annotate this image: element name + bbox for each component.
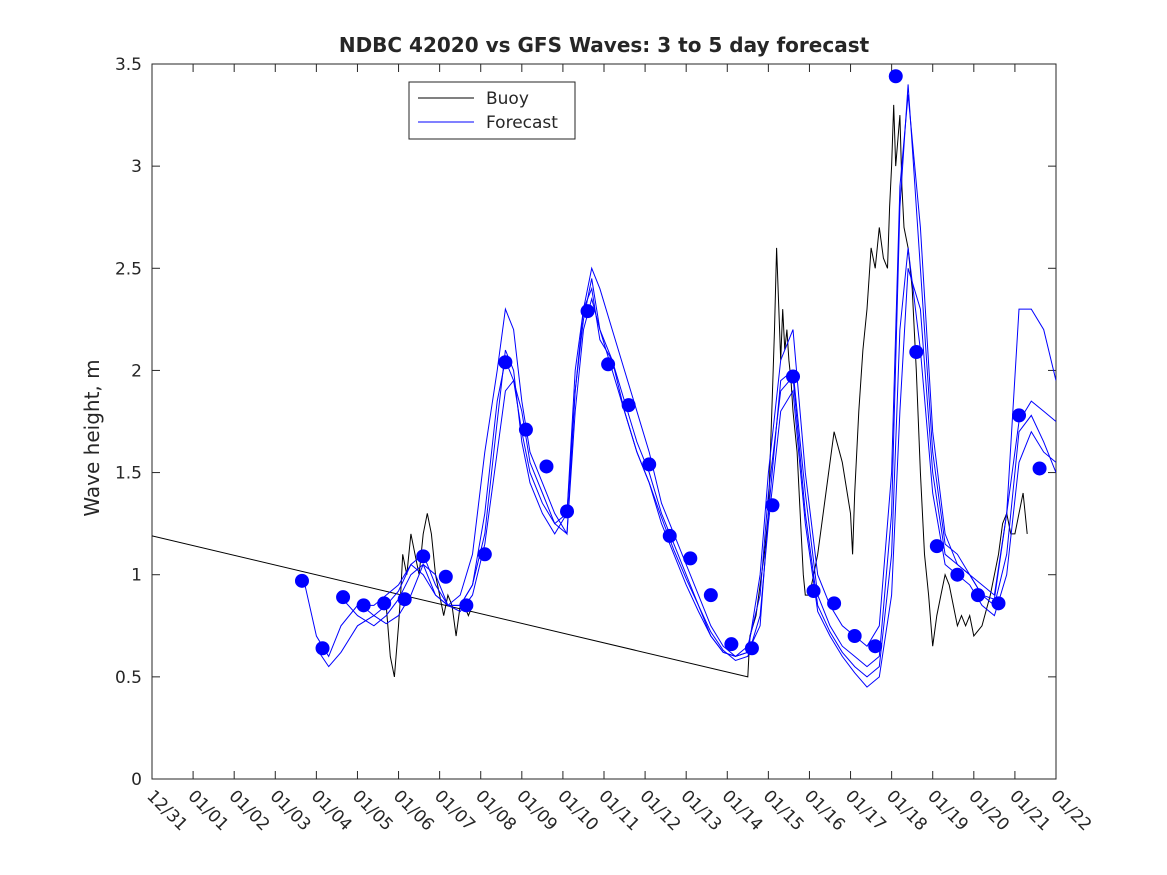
forecast-marker bbox=[621, 398, 636, 413]
forecast-marker bbox=[518, 422, 533, 437]
y-tick-label: 2.5 bbox=[115, 259, 142, 279]
x-tick-label: 01/07 bbox=[430, 786, 479, 835]
forecast-marker bbox=[909, 345, 924, 360]
buoy-line bbox=[385, 513, 473, 677]
forecast-marker bbox=[1032, 461, 1047, 476]
forecast-marker bbox=[294, 573, 309, 588]
chart-title: NDBC 42020 vs GFS Waves: 3 to 5 day fore… bbox=[339, 33, 870, 57]
x-tick-label: 01/10 bbox=[553, 786, 602, 835]
forecast-marker bbox=[438, 569, 453, 584]
forecast-marker bbox=[970, 588, 985, 603]
forecast-marker bbox=[827, 596, 842, 611]
forecast-marker bbox=[786, 369, 801, 384]
forecast-marker bbox=[806, 584, 821, 599]
forecast-line bbox=[340, 247, 1056, 678]
x-tick-label: 01/16 bbox=[800, 786, 849, 835]
forecast-marker bbox=[1012, 408, 1027, 423]
x-tick-label: 01/05 bbox=[348, 786, 397, 835]
x-tick-label: 01/09 bbox=[512, 786, 561, 835]
forecast-marker bbox=[929, 539, 944, 554]
y-tick-label: 0.5 bbox=[115, 668, 142, 688]
forecast-marker bbox=[601, 357, 616, 372]
x-tick-label: 01/19 bbox=[923, 786, 972, 835]
forecast-marker bbox=[356, 598, 371, 613]
axes-frame bbox=[151, 63, 1057, 780]
buoy-line bbox=[152, 104, 1028, 678]
forecast-marker bbox=[580, 304, 595, 319]
x-tick-label: 12/31 bbox=[142, 786, 191, 835]
y-tick-label: 3.5 bbox=[115, 55, 142, 75]
x-tick-label: 01/17 bbox=[841, 786, 890, 835]
x-tick-label: 01/13 bbox=[677, 786, 726, 835]
forecast-marker bbox=[397, 592, 412, 607]
x-tick-label: 01/06 bbox=[389, 786, 438, 835]
y-axis-label: Wave height, m bbox=[80, 359, 104, 516]
y-tick-label: 0 bbox=[131, 770, 142, 790]
forecast-marker bbox=[560, 504, 575, 519]
forecast-marker bbox=[991, 596, 1006, 611]
forecast-marker bbox=[950, 567, 965, 582]
forecast-line bbox=[361, 268, 1056, 688]
forecast-marker bbox=[336, 590, 351, 605]
forecast-marker bbox=[765, 498, 780, 513]
forecast-marker bbox=[662, 528, 677, 543]
y-tick-label: 1.5 bbox=[115, 464, 142, 484]
legend: Buoy Forecast bbox=[408, 81, 576, 140]
forecast-marker bbox=[744, 641, 759, 656]
y-tick-label: 3 bbox=[131, 157, 142, 177]
forecast-marker bbox=[724, 637, 739, 652]
x-tick-label: 01/04 bbox=[307, 786, 356, 835]
forecast-marker bbox=[868, 639, 883, 654]
plot-area: 00.511.522.533.512/3101/0101/0201/0301/0… bbox=[115, 55, 1095, 835]
forecast-marker bbox=[477, 547, 492, 562]
forecast-marker bbox=[459, 598, 474, 613]
forecast-marker bbox=[683, 551, 698, 566]
forecast-marker bbox=[539, 459, 554, 474]
forecast-marker bbox=[498, 355, 513, 370]
x-tick-label: 01/03 bbox=[266, 786, 315, 835]
x-tick-label: 01/12 bbox=[636, 786, 685, 835]
x-tick-label: 01/08 bbox=[471, 786, 520, 835]
x-tick-label: 01/02 bbox=[225, 786, 274, 835]
x-tick-label: 01/22 bbox=[1046, 786, 1095, 835]
forecast-marker bbox=[642, 457, 657, 472]
x-tick-label: 01/21 bbox=[1005, 786, 1054, 835]
x-tick-label: 01/11 bbox=[594, 786, 643, 835]
forecast-marker bbox=[888, 69, 903, 84]
x-tick-label: 01/01 bbox=[184, 786, 233, 835]
forecast-marker bbox=[315, 641, 330, 656]
legend-box bbox=[408, 81, 576, 140]
y-tick-label: 2 bbox=[131, 361, 142, 381]
forecast-marker bbox=[703, 588, 718, 603]
x-tick-label: 01/18 bbox=[882, 786, 931, 835]
x-tick-label: 01/15 bbox=[759, 786, 808, 835]
x-tick-label: 01/14 bbox=[718, 786, 767, 835]
y-tick-label: 1 bbox=[131, 566, 142, 586]
forecast-marker bbox=[416, 549, 431, 564]
forecast-marker bbox=[377, 596, 392, 611]
x-tick-label: 01/20 bbox=[964, 786, 1013, 835]
legend-forecast-label: Forecast bbox=[486, 113, 558, 133]
forecast-marker bbox=[847, 629, 862, 643]
legend-buoy-label: Buoy bbox=[486, 89, 529, 109]
